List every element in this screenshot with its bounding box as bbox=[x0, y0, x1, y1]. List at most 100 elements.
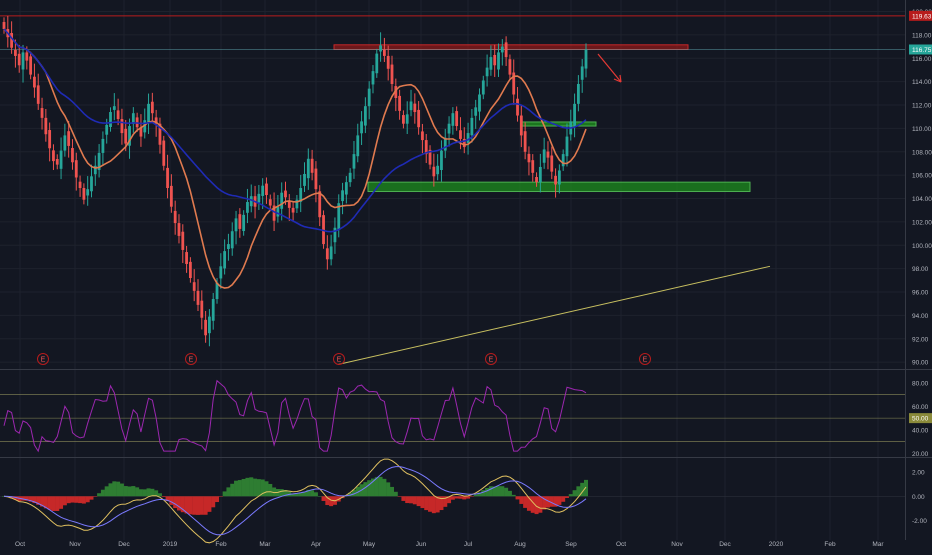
x-axis-label: Sep bbox=[565, 541, 577, 548]
earnings-marker: E bbox=[185, 353, 197, 365]
rsi-tick-label: 60.00 bbox=[912, 404, 929, 411]
macd-histogram-bar bbox=[127, 486, 132, 497]
candle-body bbox=[447, 123, 451, 134]
macd-histogram-bar bbox=[428, 496, 433, 512]
candle-body bbox=[200, 300, 204, 318]
candle-body bbox=[246, 202, 249, 213]
candle-body bbox=[86, 189, 90, 196]
macd-histogram-bar bbox=[245, 477, 250, 497]
macd-histogram-bar bbox=[488, 486, 493, 497]
macd-histogram-bar bbox=[97, 493, 102, 497]
candle-body bbox=[249, 196, 253, 207]
macd-histogram-bar bbox=[192, 496, 197, 515]
candle-body bbox=[169, 185, 173, 207]
candle-body bbox=[394, 86, 398, 98]
candle-body bbox=[25, 52, 29, 61]
macd-histogram-bar bbox=[59, 496, 64, 509]
candle-body bbox=[158, 123, 162, 145]
candle-body bbox=[291, 207, 295, 213]
candle-body bbox=[82, 188, 86, 200]
candle-body bbox=[55, 159, 59, 165]
candle-body bbox=[196, 290, 200, 305]
macd-histogram-bar bbox=[32, 496, 37, 504]
candle-body bbox=[474, 107, 478, 116]
price-tick-label: 112.00 bbox=[912, 103, 932, 110]
x-axis-label: May bbox=[363, 541, 376, 548]
macd-histogram-bar bbox=[355, 486, 360, 497]
candle-body bbox=[40, 108, 44, 118]
macd-histogram bbox=[2, 476, 588, 515]
macd-histogram-bar bbox=[283, 489, 288, 497]
candle-body bbox=[466, 133, 470, 143]
x-axis-label: Dec bbox=[719, 541, 731, 548]
macd-histogram-bar bbox=[81, 496, 86, 504]
rsi-tick-label: 40.00 bbox=[912, 427, 929, 434]
price-tick-label: 110.00 bbox=[912, 126, 932, 133]
macd-histogram-bar bbox=[511, 494, 516, 497]
macd-histogram-bar bbox=[450, 496, 455, 500]
macd-histogram-bar bbox=[351, 489, 356, 497]
candle-body bbox=[344, 182, 348, 195]
macd-histogram-bar bbox=[237, 480, 242, 497]
macd-histogram-bar bbox=[78, 496, 83, 504]
earnings-marker-circle bbox=[37, 353, 49, 365]
macd-histogram-bar bbox=[530, 496, 535, 513]
earnings-marker-label: E bbox=[189, 357, 194, 364]
macd-histogram-bar bbox=[241, 478, 246, 497]
price-tick-label: 108.00 bbox=[912, 149, 932, 156]
candle-body bbox=[329, 246, 333, 260]
earnings-marker-circle bbox=[185, 353, 197, 365]
macd-histogram-bar bbox=[378, 476, 383, 497]
earnings-marker-label: E bbox=[643, 357, 648, 364]
macd-histogram-bar bbox=[405, 496, 410, 504]
macd-histogram-bar bbox=[226, 487, 231, 497]
macd-histogram-bar bbox=[374, 477, 379, 497]
candle-body bbox=[181, 231, 185, 250]
macd-histogram-bar bbox=[260, 479, 265, 497]
candle-body bbox=[29, 56, 33, 75]
candle-body bbox=[481, 80, 485, 95]
macd-histogram-bar bbox=[21, 496, 26, 501]
macd-histogram-bar bbox=[119, 483, 124, 497]
candle-body bbox=[215, 282, 219, 300]
macd-histogram-bar bbox=[100, 489, 105, 497]
macd-histogram-bar bbox=[519, 496, 524, 504]
candle-body bbox=[265, 183, 268, 196]
macd-histogram-bar bbox=[557, 496, 562, 505]
macd-histogram-bar bbox=[412, 496, 417, 505]
candle-body bbox=[238, 214, 242, 229]
macd-histogram-bar bbox=[458, 496, 463, 499]
price-tick-label: 96.00 bbox=[912, 290, 929, 297]
candle-body bbox=[268, 199, 272, 206]
macd-histogram-bar bbox=[561, 496, 566, 502]
candle-body bbox=[192, 282, 196, 291]
candle-body bbox=[382, 49, 386, 56]
earnings-marker-circle bbox=[485, 353, 497, 365]
candle-body bbox=[223, 251, 227, 269]
macd-histogram-bar bbox=[142, 489, 147, 497]
price-tick-label: 118.00 bbox=[912, 32, 932, 39]
macd-histogram-bar bbox=[447, 496, 452, 504]
x-axis-label: Oct bbox=[15, 541, 25, 548]
candle-body bbox=[497, 52, 500, 70]
candle-body bbox=[386, 55, 390, 69]
last-price-badge bbox=[909, 44, 932, 55]
candle-body bbox=[303, 173, 306, 186]
candle-body bbox=[93, 165, 97, 175]
macd-histogram-bar bbox=[43, 496, 48, 509]
macd-histogram-bar bbox=[431, 496, 436, 514]
macd-histogram-bar bbox=[580, 482, 585, 497]
macd-histogram-bar bbox=[207, 496, 212, 512]
x-axis-label: Oct bbox=[616, 541, 626, 548]
rsi-tick-label: 80.00 bbox=[912, 380, 929, 387]
candle-body bbox=[173, 210, 177, 224]
candle-body bbox=[455, 111, 459, 127]
candle-body bbox=[325, 248, 329, 260]
candle-body bbox=[78, 181, 82, 188]
macd-histogram-bar bbox=[416, 496, 421, 507]
price-tick-label: 116.00 bbox=[912, 56, 932, 63]
candle-body bbox=[516, 98, 519, 116]
candle-body bbox=[402, 115, 405, 124]
